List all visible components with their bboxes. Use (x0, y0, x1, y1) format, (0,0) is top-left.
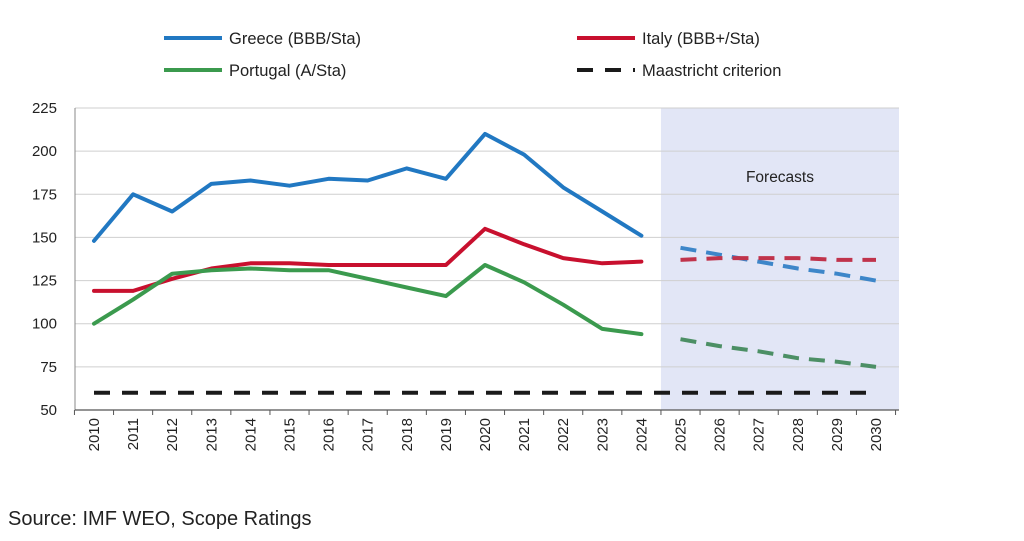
y-tick-label: 175 (32, 186, 57, 203)
x-axis-ticks: 2010 2011 2012 2013 2014 2015 2016 2017 2018 2019… (73, 410, 897, 451)
x-tick-label: 2026 (712, 418, 729, 451)
source-note: Source: IMF WEO, Scope Ratings (8, 508, 312, 530)
series-lines (92, 131, 877, 395)
series-line-actual (92, 263, 644, 337)
x-tick-label: 2021 (516, 418, 533, 451)
legend-label: Italy (BBB+/Sta) (642, 30, 760, 48)
legend: Greece (BBB/Sta) Italy (BBB+/Sta) Portugal… (164, 30, 781, 80)
y-tick-label: 50 (40, 402, 57, 419)
x-tick-label: 2029 (829, 418, 846, 451)
x-tick-label: 2016 (321, 418, 338, 451)
x-tick-label: 2020 (477, 418, 494, 451)
x-tick-label: 2019 (438, 418, 455, 451)
x-tick-label: 2017 (360, 418, 377, 451)
x-tick-label: 2022 (555, 418, 572, 451)
x-tick-label: 2012 (164, 418, 181, 451)
y-axis-ticks: 50 75 100 125 150 175 200 225 (32, 100, 57, 419)
y-tick-label: 125 (32, 273, 57, 290)
axes (74, 108, 899, 411)
x-tick-label: 2025 (673, 418, 690, 451)
y-tick-label: 200 (32, 143, 57, 160)
series-line-actual (92, 131, 644, 243)
x-tick-label: 2027 (751, 418, 768, 451)
x-tick-label: 2023 (594, 418, 611, 451)
series-line-actual (92, 226, 644, 293)
series-line-forecast (680, 245, 877, 283)
series-line-forecast (680, 256, 876, 262)
x-tick-label: 2018 (399, 418, 416, 451)
x-tick-label: 2030 (868, 418, 885, 451)
x-tick-label: 2011 (125, 418, 142, 450)
y-tick-label: 150 (32, 229, 57, 246)
x-tick-label: 2015 (282, 418, 299, 451)
x-tick-label: 2028 (790, 418, 807, 451)
x-tick-label: 2024 (633, 418, 650, 451)
forecast-label: Forecasts (746, 169, 814, 186)
x-tick-label: 2010 (86, 418, 103, 451)
legend-label: Greece (BBB/Sta) (229, 30, 361, 48)
legend-label: Maastricht criterion (642, 62, 781, 80)
x-tick-label: 2014 (242, 418, 259, 451)
legend-label: Portugal (A/Sta) (229, 62, 346, 80)
x-tick-label: 2013 (203, 418, 220, 451)
y-tick-label: 225 (32, 100, 57, 117)
forecast-band (660, 108, 899, 410)
y-tick-label: 100 (32, 316, 57, 333)
series-line-forecast (680, 337, 877, 369)
y-tick-label: 75 (40, 359, 57, 376)
